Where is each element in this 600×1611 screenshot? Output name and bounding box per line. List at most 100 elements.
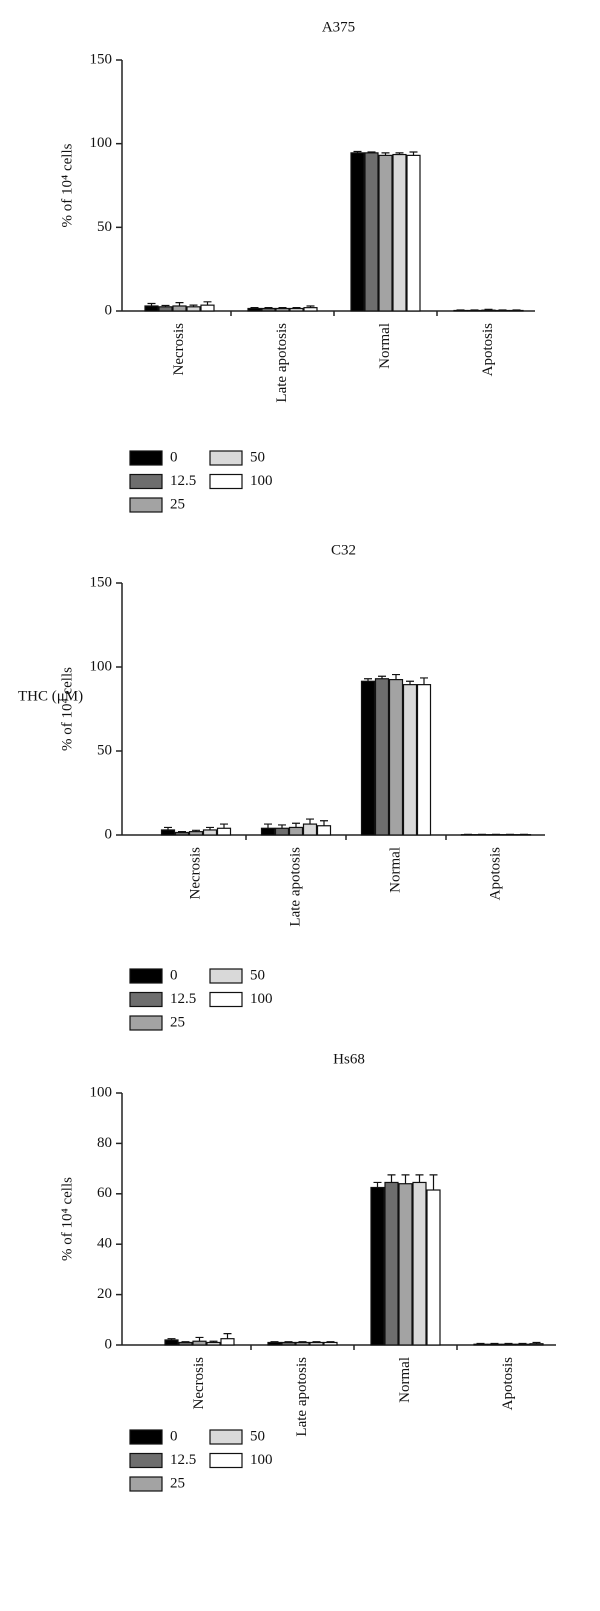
error-bar	[518, 1342, 527, 1345]
error-bar	[353, 150, 362, 153]
bar	[202, 829, 218, 836]
error-bar	[306, 305, 315, 308]
y-tick-label: 40	[97, 1236, 112, 1252]
y-tick-label: 80	[97, 1135, 112, 1151]
bar	[473, 1343, 488, 1346]
bar	[288, 826, 304, 836]
bar	[370, 1186, 385, 1346]
bar	[378, 154, 393, 312]
bar	[350, 152, 365, 312]
bar	[186, 306, 201, 312]
error-bar	[401, 1174, 410, 1184]
legend-label: 12.5	[170, 991, 196, 1007]
x-tick-label: Late apotosis	[274, 323, 290, 403]
x-tick-label: Late apotosis	[294, 1357, 310, 1437]
bar	[364, 152, 379, 312]
error-bar	[189, 304, 198, 307]
bar	[487, 1343, 502, 1346]
error-bar	[429, 1174, 438, 1191]
legend-swatch	[129, 497, 163, 513]
error-bar	[223, 1333, 232, 1339]
bar	[158, 306, 173, 312]
legend-label: 100	[250, 473, 273, 489]
error-bar	[420, 677, 428, 685]
bar	[188, 831, 204, 836]
error-bar	[484, 308, 493, 311]
y-tick-label: 100	[90, 1084, 113, 1100]
error-bar	[415, 1174, 424, 1183]
error-bar	[206, 826, 214, 830]
error-bar	[470, 309, 479, 311]
bar	[501, 1343, 516, 1346]
bar	[164, 1339, 179, 1346]
error-bar	[532, 1341, 541, 1344]
x-tick-label: Normal	[377, 323, 393, 369]
legend-label: 0	[170, 449, 178, 465]
legend-label: 12.5	[170, 1452, 196, 1468]
legend-label: 50	[250, 1428, 265, 1444]
x-tick-label: Apotosis	[480, 323, 496, 377]
error-bar	[498, 309, 507, 311]
error-bar	[392, 673, 400, 680]
error-bar	[409, 151, 418, 156]
bar	[200, 304, 215, 312]
y-tick-label: 150	[90, 574, 113, 590]
bar	[374, 678, 390, 836]
bar	[178, 1341, 193, 1346]
legend-swatch	[129, 1476, 163, 1492]
bar	[323, 1341, 338, 1346]
legend-label: 50	[250, 449, 265, 465]
y-tick-label: 100	[90, 658, 113, 674]
x-tick-label: Normal	[387, 847, 403, 893]
legend-label: 100	[250, 991, 273, 1007]
error-bar	[292, 822, 300, 828]
y-tick-label: 0	[105, 302, 113, 318]
legend-label: 12.5	[170, 473, 196, 489]
y-tick-label: 100	[90, 135, 113, 151]
legend-label: 0	[170, 1428, 178, 1444]
error-bar	[292, 307, 301, 309]
bar	[295, 1341, 310, 1346]
legend-swatch	[209, 450, 243, 466]
legend-label: 25	[170, 1475, 185, 1491]
error-bar	[278, 307, 287, 309]
bar	[206, 1341, 221, 1346]
legend-swatch	[209, 968, 243, 984]
bar	[302, 823, 318, 836]
error-bar	[306, 818, 314, 825]
error-bar	[320, 820, 328, 826]
bar	[160, 829, 176, 836]
bar	[529, 1343, 544, 1346]
legend-label: 0	[170, 967, 178, 983]
bar	[412, 1181, 427, 1346]
error-bar	[278, 824, 286, 829]
bar	[360, 680, 376, 836]
legend-swatch	[209, 473, 243, 490]
error-bar	[264, 307, 273, 309]
y-tick-label: 150	[90, 51, 113, 67]
bar	[316, 825, 332, 836]
legend-swatch	[129, 1452, 163, 1469]
chart-title: Hs68	[333, 1051, 365, 1067]
bar	[398, 1183, 413, 1346]
bar	[426, 1189, 441, 1346]
bar	[416, 684, 432, 836]
error-bar	[181, 1341, 190, 1343]
error-bar	[381, 152, 390, 156]
y-tick-label: 20	[97, 1286, 112, 1302]
x-tick-label: Apotosis	[500, 1357, 516, 1411]
bar	[384, 1181, 399, 1346]
legend-label: 25	[170, 496, 185, 512]
error-bar	[312, 1341, 321, 1343]
y-tick-label: 0	[105, 1336, 113, 1352]
error-bar	[387, 1174, 396, 1183]
bar	[274, 827, 290, 836]
error-bar	[378, 675, 386, 679]
error-bar	[161, 304, 170, 307]
error-bar	[164, 826, 172, 830]
error-bar	[192, 829, 200, 832]
error-bar	[284, 1341, 293, 1343]
bar	[275, 307, 290, 312]
bar	[192, 1340, 207, 1346]
legend-label: 100	[250, 1452, 273, 1468]
